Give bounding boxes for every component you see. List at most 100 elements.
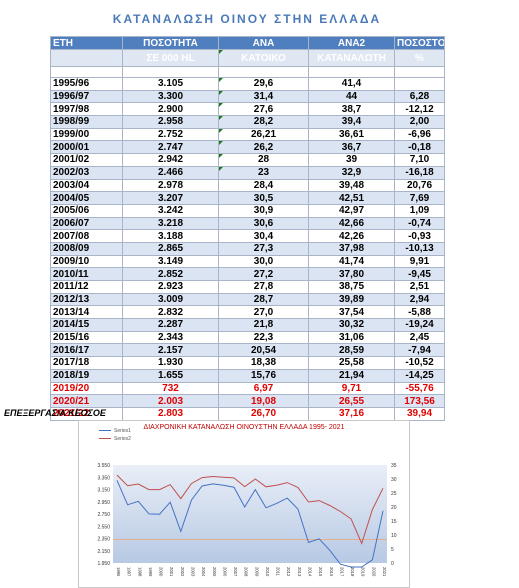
- subheader-inhabitant[interactable]: ΚΑΤΟΙΚΟ: [218, 49, 309, 67]
- year-cell[interactable]: 2014/15: [50, 318, 123, 332]
- per-consumer-cell[interactable]: 37,16: [308, 406, 395, 421]
- percent-cell[interactable]: 7,10: [394, 153, 445, 167]
- per-capita-cell[interactable]: 27,6: [218, 102, 309, 117]
- per-consumer-cell[interactable]: 36,61: [308, 127, 395, 142]
- per-capita-cell[interactable]: 15,76: [218, 368, 309, 383]
- per-consumer-cell[interactable]: 39,4: [308, 115, 395, 129]
- quantity-cell[interactable]: 3.242: [122, 203, 219, 218]
- per-capita-cell[interactable]: 23: [218, 165, 309, 180]
- quantity-cell[interactable]: 3.218: [122, 216, 219, 231]
- per-consumer-cell[interactable]: 25,58: [308, 356, 395, 370]
- per-capita-cell[interactable]: 28,2: [218, 115, 309, 129]
- percent-cell[interactable]: -9,45: [394, 267, 445, 281]
- percent-cell[interactable]: -10,13: [394, 241, 445, 256]
- per-consumer-cell[interactable]: 38,7: [308, 102, 395, 117]
- per-capita-cell[interactable]: 26,70: [218, 406, 309, 421]
- blank-cell[interactable]: [308, 66, 395, 78]
- per-consumer-cell[interactable]: 37,54: [308, 305, 395, 320]
- blank-cell[interactable]: [218, 66, 309, 78]
- per-consumer-cell[interactable]: 38,75: [308, 280, 395, 294]
- per-consumer-cell[interactable]: 42,66: [308, 216, 395, 231]
- year-cell[interactable]: 2007/08: [50, 229, 123, 243]
- quantity-cell[interactable]: 2.865: [122, 241, 219, 256]
- header-years[interactable]: ΕΤΗ: [50, 36, 123, 50]
- quantity-cell[interactable]: 1.930: [122, 356, 219, 370]
- percent-cell[interactable]: -5,88: [394, 305, 445, 320]
- percent-cell[interactable]: 2,00: [394, 115, 445, 129]
- per-consumer-cell[interactable]: 39,89: [308, 292, 395, 307]
- year-cell[interactable]: 2021/22: [50, 406, 123, 421]
- year-cell[interactable]: 2013/14: [50, 305, 123, 320]
- year-cell[interactable]: 2011/12: [50, 280, 123, 294]
- per-capita-cell[interactable]: 30,4: [218, 229, 309, 243]
- quantity-cell[interactable]: 2.923: [122, 280, 219, 294]
- year-cell[interactable]: 2001/02: [50, 153, 123, 167]
- quantity-cell[interactable]: 2.747: [122, 140, 219, 155]
- percent-cell[interactable]: 20,76: [394, 178, 445, 193]
- quantity-cell[interactable]: 3.105: [122, 77, 219, 91]
- per-capita-cell[interactable]: 19,08: [218, 394, 309, 408]
- year-cell[interactable]: 2008/09: [50, 241, 123, 256]
- percent-cell[interactable]: 7,69: [394, 191, 445, 205]
- per-consumer-cell[interactable]: 28,59: [308, 343, 395, 358]
- per-capita-cell[interactable]: 28: [218, 153, 309, 167]
- per-capita-cell[interactable]: 18,38: [218, 356, 309, 370]
- per-consumer-cell[interactable]: 37,98: [308, 241, 395, 256]
- header-per-capita[interactable]: ΑΝΑ: [218, 36, 309, 50]
- per-consumer-cell[interactable]: 21,94: [308, 368, 395, 383]
- quantity-cell[interactable]: 2.466: [122, 165, 219, 180]
- subheader-unit[interactable]: ΣΕ 000 HL: [122, 49, 219, 67]
- per-capita-cell[interactable]: 30,0: [218, 254, 309, 269]
- quantity-cell[interactable]: 3.207: [122, 191, 219, 205]
- quantity-cell[interactable]: 2.157: [122, 343, 219, 358]
- per-capita-cell[interactable]: 27,2: [218, 267, 309, 281]
- year-cell[interactable]: 2005/06: [50, 203, 123, 218]
- percent-cell[interactable]: -6,96: [394, 127, 445, 142]
- year-cell[interactable]: 2017/18: [50, 356, 123, 370]
- percent-cell[interactable]: 39,94: [394, 406, 445, 421]
- header-percent[interactable]: ΠΟΣΟΣΤΟ: [394, 36, 445, 50]
- percent-cell[interactable]: 9,91: [394, 254, 445, 269]
- year-cell[interactable]: 1995/96: [50, 77, 123, 91]
- per-capita-cell[interactable]: 20,54: [218, 343, 309, 358]
- percent-cell[interactable]: -0,18: [394, 140, 445, 155]
- quantity-cell[interactable]: 2.942: [122, 153, 219, 167]
- per-capita-cell[interactable]: 6,97: [218, 381, 309, 396]
- quantity-cell[interactable]: 2.978: [122, 178, 219, 193]
- quantity-cell[interactable]: 3.009: [122, 292, 219, 307]
- quantity-cell[interactable]: 2.803: [122, 406, 219, 421]
- year-cell[interactable]: 1999/00: [50, 127, 123, 142]
- year-cell[interactable]: 2003/04: [50, 178, 123, 193]
- quantity-cell[interactable]: 2.343: [122, 330, 219, 345]
- per-capita-cell[interactable]: 30,9: [218, 203, 309, 218]
- year-cell[interactable]: 1998/99: [50, 115, 123, 129]
- per-consumer-cell[interactable]: 9,71: [308, 381, 395, 396]
- year-cell[interactable]: 2018/19: [50, 368, 123, 383]
- per-capita-cell[interactable]: 28,4: [218, 178, 309, 193]
- year-cell[interactable]: 2019/20: [50, 381, 123, 396]
- percent-cell[interactable]: -0,93: [394, 229, 445, 243]
- per-consumer-cell[interactable]: 31,06: [308, 330, 395, 345]
- per-consumer-cell[interactable]: 36,7: [308, 140, 395, 155]
- year-cell[interactable]: 1996/97: [50, 89, 123, 104]
- percent-cell[interactable]: 2,51: [394, 280, 445, 294]
- percent-cell[interactable]: 2,94: [394, 292, 445, 307]
- header-quantity[interactable]: ΠΟΣΟΤΗΤΑ: [122, 36, 219, 50]
- per-consumer-cell[interactable]: 44: [308, 89, 395, 104]
- per-capita-cell[interactable]: 26,21: [218, 127, 309, 142]
- percent-cell[interactable]: 2,45: [394, 330, 445, 345]
- per-consumer-cell[interactable]: 37,80: [308, 267, 395, 281]
- percent-cell[interactable]: [394, 77, 445, 91]
- quantity-cell[interactable]: 2.832: [122, 305, 219, 320]
- line-chart[interactable]: ΔΙΑΧΡΟΝΙΚΗ ΚΑΤΑΝΑΛΩΣΗ ΟΙΝΟΥΣΤΗΝ ΕΛΛΑΔΑ 1…: [78, 420, 410, 588]
- per-consumer-cell[interactable]: 41,4: [308, 77, 395, 91]
- percent-cell[interactable]: -55,76: [394, 381, 445, 396]
- per-capita-cell[interactable]: 31,4: [218, 89, 309, 104]
- per-consumer-cell[interactable]: 39: [308, 153, 395, 167]
- per-consumer-cell[interactable]: 41,74: [308, 254, 395, 269]
- year-cell[interactable]: 1997/98: [50, 102, 123, 117]
- year-cell[interactable]: 2012/13: [50, 292, 123, 307]
- per-capita-cell[interactable]: 27,0: [218, 305, 309, 320]
- per-capita-cell[interactable]: 28,7: [218, 292, 309, 307]
- percent-cell[interactable]: 173,56: [394, 394, 445, 408]
